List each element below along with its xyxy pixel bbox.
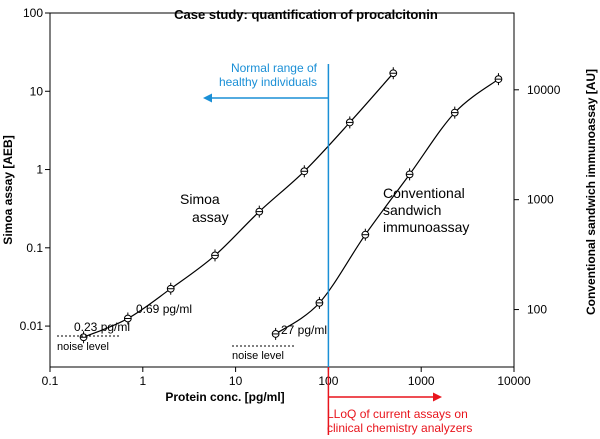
y-right-tick-label: 10000 [527,83,561,97]
simoa-data-point [345,116,354,129]
y-left-tick-label: 0.1 [26,241,43,255]
conventional-data-point [405,168,414,181]
conventional-series-label-line2: sandwich [383,202,441,218]
simoa-data-point [123,312,132,325]
y-left-tick-label: 10 [30,84,44,98]
y-left-tick-label: 0.01 [20,319,44,333]
y-right-axis-label: Conventional sandwich immunoassay [AU] [584,69,598,315]
normal-range-label-line2: healthy individuals [219,75,317,89]
conventional-data-point [450,106,459,119]
y-right-tick-label: 100 [527,303,547,317]
normal-range-label-line1: Normal range of [231,61,318,75]
simoa-data-point [211,249,219,262]
lloq-arrowhead [433,392,442,402]
simoa-series-label-line2: assay [192,209,229,225]
simoa-data-point [166,282,175,295]
conventional-data-point [271,327,280,340]
y-left-tick-label: 100 [23,6,43,20]
simoa-series-line [83,72,394,338]
x-tick-label: 10000 [497,374,531,388]
conventional-noise-level-label: noise level [232,350,284,362]
chart-title: Case study: quantification of procalcito… [174,7,438,22]
x-tick-label: 1000 [408,374,435,388]
x-tick-label: 1 [139,374,146,388]
simoa-series-label-line1: Simoa [180,191,220,207]
conventional-series-label-line1: Conventional [383,185,465,201]
y-left-axis-ticks: 0.01 0.1 1 10 100 [20,6,50,333]
x-axis-ticks: 0.1 1 10 100 1000 10000 [42,367,531,388]
simoa-data-point [389,67,398,80]
conventional-data-point [315,296,324,309]
conventional-series-label-line3: immunoassay [383,219,469,235]
conventional-data-point [361,228,370,241]
simoa-noise-level-label: noise level [57,341,109,353]
plot-frame [49,12,515,368]
data-points [79,67,503,344]
simoa-noise-value-label: 0.23 pg/ml [74,320,130,334]
x-axis-label: Protein conc. [pg/ml] [165,390,284,404]
simoa-data-point [300,165,309,178]
simoa-lod-label: 0.69 pg/ml [136,302,192,316]
lloq-label-line2: clinical chemistry analyzers [327,421,472,435]
y-right-axis-ticks: 100 1000 10000 [514,83,561,317]
normal-range-arrowhead [203,93,212,103]
y-left-tick-label: 1 [36,163,43,177]
conventional-data-point [494,73,503,86]
conventional-lod-label: 27 pg/ml [281,323,327,337]
x-tick-label: 10 [229,374,243,388]
y-left-axis-label: Simoa assay [AEB] [1,135,15,244]
y-right-tick-label: 1000 [527,193,554,207]
x-tick-label: 0.1 [42,374,59,388]
lloq-label-line1: LLoQ of current assays on [327,407,468,421]
simoa-data-point [255,205,264,218]
